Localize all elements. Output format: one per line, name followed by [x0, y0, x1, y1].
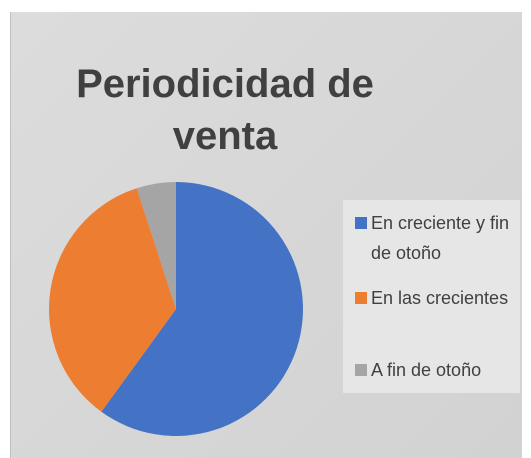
legend-label: En las crecientes	[371, 288, 509, 308]
legend-label: A fin de otoño	[371, 360, 482, 380]
pie-slice	[101, 181, 303, 436]
legend-swatch	[355, 217, 367, 229]
legend-swatch	[355, 292, 367, 304]
pie-slice	[136, 182, 176, 309]
chart-title: Periodicidad de venta	[76, 62, 374, 158]
legend-swatch	[355, 364, 367, 376]
pie-slice	[48, 188, 176, 412]
legend-label: En creciente y fin de otoño	[371, 213, 510, 263]
legend: En creciente y fin de otoño En las crecie…	[343, 200, 520, 393]
